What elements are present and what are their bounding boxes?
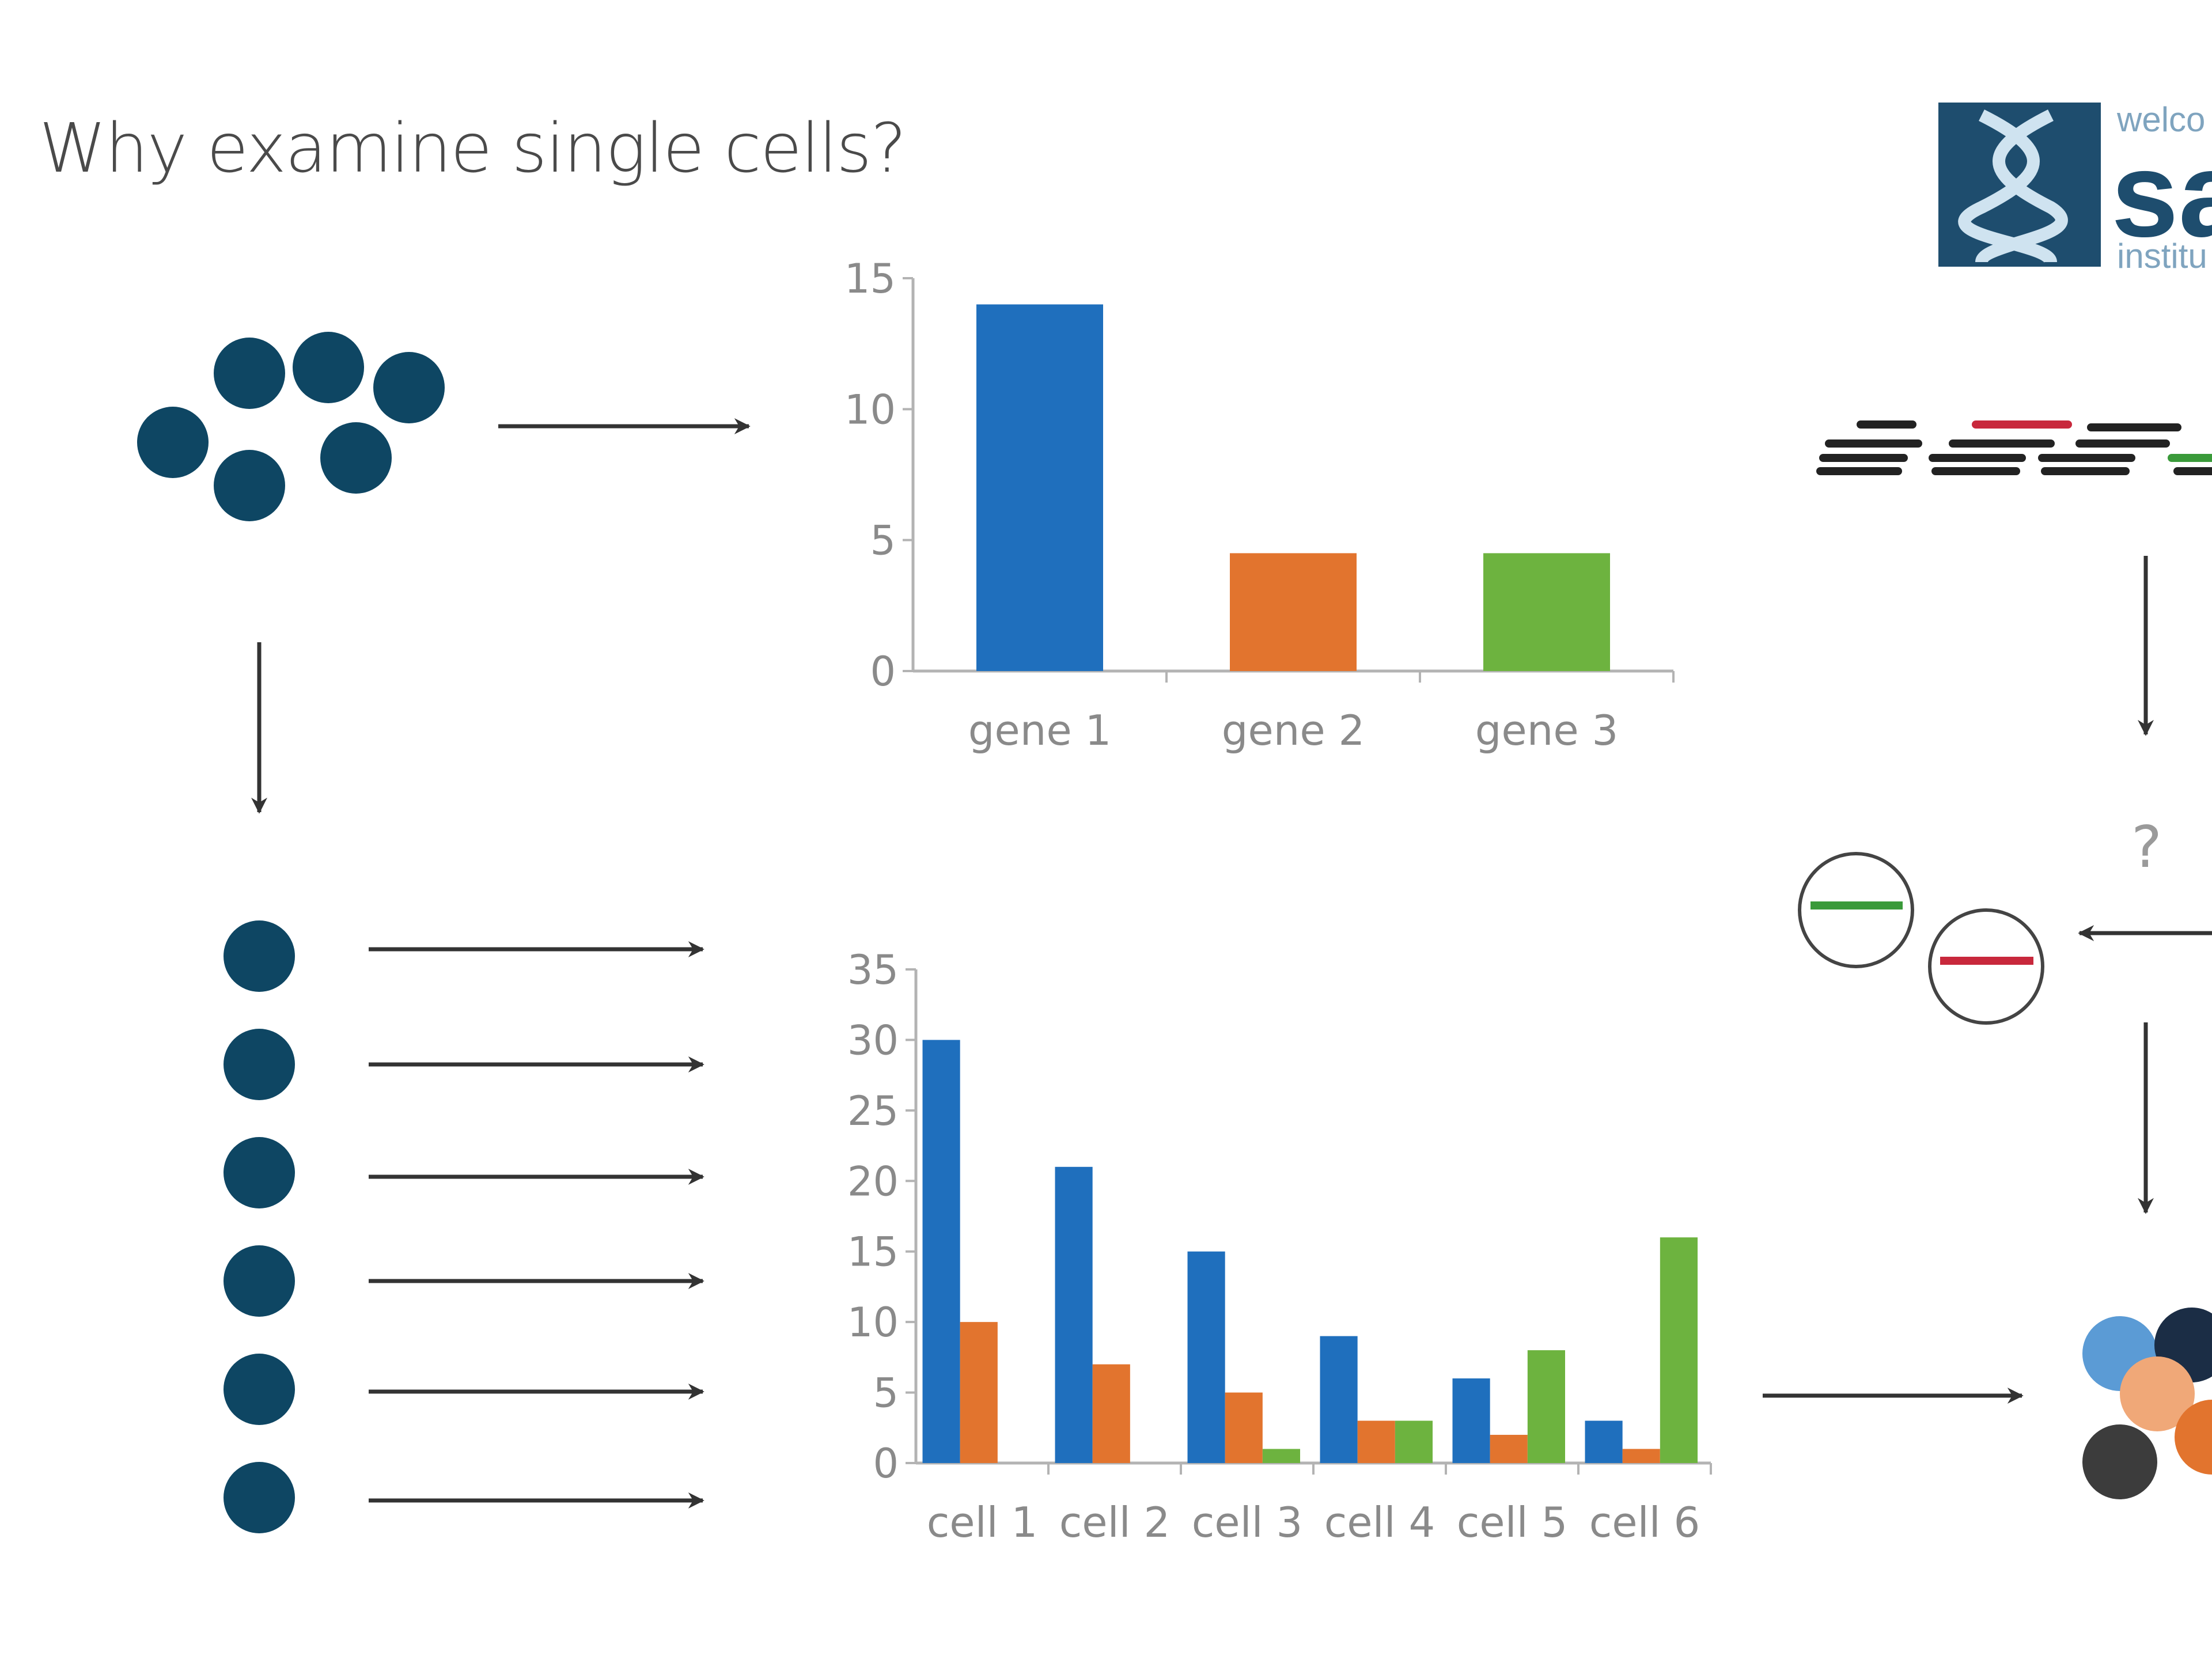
bar [1092, 1364, 1130, 1463]
bar [1660, 1237, 1698, 1463]
bulk-expression-chart: 0 5 10 15 gene 1 gene 2 gene 3 [844, 255, 1675, 755]
bar [1225, 1392, 1263, 1463]
x-category-label: gene 3 [1475, 706, 1619, 755]
y-tick-label: 15 [847, 1229, 899, 1276]
bulk-cell-cluster [137, 332, 445, 521]
x-category-label: cell 3 [1192, 1498, 1303, 1547]
institute-logo: welco sa institu [1938, 100, 2212, 275]
y-tick-label: 10 [844, 386, 896, 433]
single-cell-dot [224, 1462, 295, 1533]
cell-dot [293, 332, 364, 403]
bar [960, 1322, 998, 1463]
cell-dot [320, 422, 392, 494]
cluster-cell [2120, 1356, 2195, 1431]
bar [1490, 1435, 1528, 1463]
x-category-label: cell 5 [1457, 1498, 1568, 1547]
y-tick-label: 20 [847, 1158, 899, 1205]
single-cells-column [224, 920, 295, 1533]
y-tick-label: 0 [870, 648, 896, 695]
single-cell-dot [224, 920, 295, 992]
cells-with-reads [1798, 852, 2044, 1025]
bar [1230, 553, 1357, 671]
cell-outline-red [1928, 908, 2044, 1025]
x-category-label: cell 2 [1059, 1498, 1171, 1547]
bar [1483, 553, 1610, 671]
cell-dot [214, 450, 285, 521]
cell-dot [373, 352, 445, 423]
y-tick-label: 30 [847, 1017, 899, 1064]
bar [1622, 1449, 1660, 1463]
logo-text-top: welco [2116, 100, 2205, 139]
x-category-label: gene 2 [1222, 706, 1365, 755]
x-category-label: gene 1 [968, 706, 1112, 755]
logo-text-main: sa [2111, 127, 2212, 262]
single-cell-dot [224, 1354, 295, 1425]
single-cell-dot [224, 1029, 295, 1100]
bar [976, 304, 1103, 671]
cluster-cell [2082, 1424, 2157, 1499]
bar [1527, 1350, 1565, 1463]
x-category-label: cell 6 [1589, 1498, 1700, 1547]
y-tick-label: 5 [873, 1370, 899, 1417]
single-cell-dot [224, 1137, 295, 1208]
cell-dot [137, 407, 209, 478]
single-cell-arrows [369, 941, 704, 1509]
bar [1055, 1166, 1093, 1463]
bar [1262, 1449, 1300, 1463]
y-tick-label: 25 [847, 1087, 899, 1135]
y-tick-label: 35 [847, 946, 899, 994]
y-tick-label: 10 [847, 1299, 899, 1346]
bar [1395, 1420, 1433, 1463]
x-category-label: cell 1 [927, 1498, 1038, 1547]
sequencing-reads [1816, 420, 2212, 475]
single-cell-dot [224, 1245, 295, 1317]
bar [1452, 1378, 1490, 1463]
y-tick-label: 0 [873, 1440, 899, 1487]
y-tick-label: 15 [844, 255, 896, 302]
page-title: Why examine single cells? [39, 108, 906, 188]
cell-clusters [2082, 1308, 2212, 1499]
bar [922, 1040, 960, 1463]
y-tick-label: 5 [870, 517, 896, 564]
question-mark: ? [2131, 813, 2162, 881]
cell-dot [214, 338, 285, 409]
single-cell-expression-chart: 0 5 10 15 20 25 30 35 cell 1 cell 2 cell 3 cell 4 ce… [847, 946, 1712, 1547]
dna-helix-icon [1958, 109, 2068, 264]
x-category-label: cell 4 [1324, 1498, 1435, 1547]
cluster-cell [2175, 1400, 2212, 1475]
bar [1585, 1420, 1623, 1463]
cell-outline-green [1798, 852, 1914, 968]
logo-text-bottom: institu [2117, 237, 2207, 275]
bar [1187, 1251, 1225, 1463]
bar [1357, 1420, 1395, 1463]
bar [1320, 1336, 1358, 1463]
